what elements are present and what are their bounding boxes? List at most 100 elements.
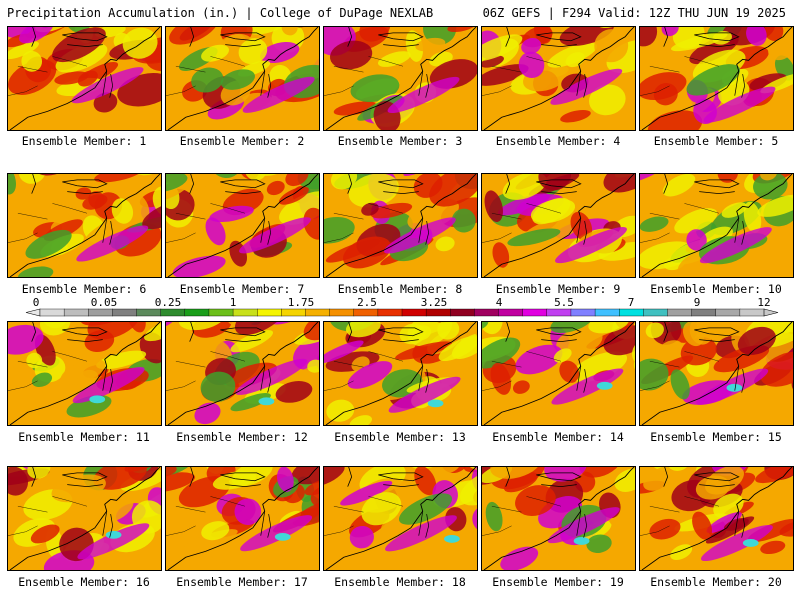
precip-blob	[246, 27, 300, 35]
precip-blob	[556, 327, 603, 356]
precip-blob	[166, 174, 188, 193]
precip-blob	[423, 27, 457, 45]
state-borders	[324, 56, 404, 96]
precip-blob	[518, 51, 545, 78]
colorbar-segment	[450, 308, 475, 317]
great-lakes-outline	[189, 174, 266, 195]
colorbar-segment	[619, 308, 644, 317]
ensemble-member-label: Ensemble Member: 7	[179, 282, 305, 296]
extreme-precip-spot	[573, 537, 590, 545]
precip-blob	[706, 512, 742, 534]
colorbar-segment	[112, 308, 138, 317]
colorbar-segment	[63, 308, 89, 317]
great-lakes-outline	[663, 467, 740, 488]
colorbar-min-arrow	[25, 308, 41, 317]
coastline	[641, 467, 793, 570]
precip-map	[324, 174, 477, 277]
precip-map	[482, 467, 635, 570]
heavy-precip-band	[701, 524, 773, 562]
ensemble-member-label: Ensemble Member: 16	[18, 575, 150, 589]
precip-blob	[27, 467, 51, 479]
state-borders	[482, 351, 562, 391]
precip-blob	[643, 467, 682, 491]
precip-blob	[94, 174, 143, 183]
coastline	[641, 322, 793, 425]
chesapeake-outline	[418, 71, 429, 98]
model-run-info: 06Z GEFS | F294 Valid: 12Z THU JUN 19 20…	[482, 6, 786, 20]
colorbar-tick-label: 1	[230, 296, 237, 309]
ensemble-member-label: Ensemble Member: 19	[492, 575, 624, 589]
precip-blob	[51, 474, 106, 503]
precip-blob	[144, 322, 161, 342]
ensemble-map-panel	[7, 466, 162, 571]
precip-map	[166, 322, 319, 425]
precip-blob	[660, 340, 682, 352]
precip-blob	[482, 64, 529, 86]
colorbar-segment	[691, 308, 717, 317]
colorbar-segment	[39, 308, 65, 317]
coastline	[483, 174, 635, 277]
great-lakes-outline	[505, 467, 582, 488]
precip-blob	[559, 360, 580, 383]
chesapeake-outline	[102, 71, 113, 98]
precip-blob	[399, 323, 426, 345]
great-lakes-outline	[31, 322, 108, 343]
chesapeake-outline	[260, 218, 271, 245]
precip-blob	[712, 30, 732, 45]
precip-blob	[689, 322, 714, 345]
colorbar-tick-label: 5.5	[554, 296, 574, 309]
great-lakes-outline	[347, 322, 424, 343]
precip-blob	[178, 343, 206, 365]
precip-blob	[347, 361, 393, 389]
great-lakes-outline	[31, 467, 108, 488]
precip-blob	[329, 40, 373, 70]
chesapeake-outline	[260, 71, 271, 98]
ensemble-map-panel	[323, 173, 478, 278]
precip-map	[8, 467, 161, 570]
precip-blob	[500, 546, 539, 570]
precip-colorbar: 0 0.05 0.25 1 1.75 2.5 3.25 4 5.5 7 9 12	[0, 296, 800, 320]
ensemble-map-panel	[323, 466, 478, 571]
ensemble-member-label: Ensemble Member: 14	[492, 430, 624, 444]
precip-blob	[588, 322, 630, 334]
precip-blob	[686, 64, 741, 96]
precip-blob	[30, 524, 60, 544]
colorbar-segment	[570, 308, 596, 317]
colorbar-svg: 0 0.05 0.25 1 1.75 2.5 3.25 4 5.5 7 9 12	[25, 296, 779, 317]
precip-blob	[324, 467, 345, 488]
heavy-precip-band	[385, 515, 457, 552]
precip-map	[8, 322, 161, 425]
precip-blob	[345, 322, 381, 338]
precip-blob	[764, 325, 793, 348]
state-borders	[166, 351, 246, 391]
precip-blob	[482, 34, 523, 62]
chesapeake-outline	[418, 218, 429, 245]
precip-blob	[244, 174, 267, 181]
precip-blob	[349, 525, 374, 549]
ensemble-map-panel	[165, 26, 320, 131]
precip-blob	[93, 92, 118, 113]
heavy-precip-band	[240, 515, 313, 552]
coastline	[641, 174, 793, 277]
precip-blob	[31, 372, 53, 387]
state-borders	[324, 351, 404, 391]
precip-blob	[538, 174, 571, 191]
precip-blob	[201, 521, 230, 541]
chesapeake-outline	[418, 511, 429, 538]
ensemble-map-panel	[481, 26, 636, 131]
precip-blob	[571, 351, 628, 383]
precip-blob	[713, 493, 744, 519]
chesapeake-outline	[260, 366, 271, 393]
colorbar-segment	[667, 308, 693, 317]
precip-map	[482, 27, 635, 130]
precip-map	[482, 322, 635, 425]
precip-blob	[178, 322, 226, 331]
ensemble-member-label: Ensemble Member: 8	[337, 282, 463, 296]
precip-blob	[169, 27, 218, 45]
precip-blob	[96, 350, 147, 370]
colorbar-segment	[353, 308, 379, 317]
colorbar-segment	[594, 308, 620, 317]
chesapeake-outline	[576, 218, 587, 245]
precip-blob	[645, 322, 664, 339]
precip-blob	[172, 255, 226, 277]
